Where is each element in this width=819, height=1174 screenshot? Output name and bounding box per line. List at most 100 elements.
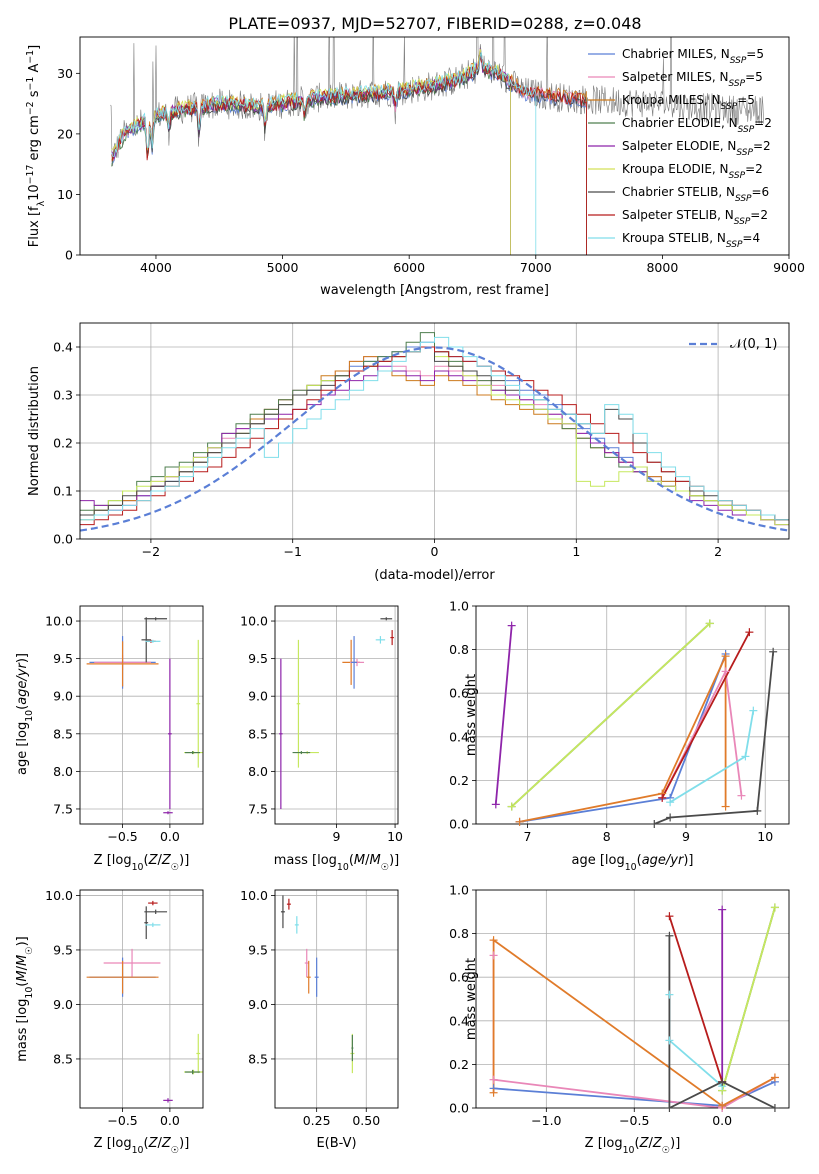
y-tick-label: 10.0 [45, 888, 73, 903]
residual-histogram-step [80, 336, 789, 521]
x-tick-label: 9 [682, 829, 690, 844]
y-tick-label: 7.5 [53, 801, 73, 816]
y-tick-label: 0.0 [449, 817, 469, 832]
x-axis-label: mass [log10(M/M☉)] [274, 853, 400, 873]
mass-weight-line [519, 655, 727, 823]
y-tick-label: 9.0 [53, 689, 73, 704]
x-tick-label: 0.25 [303, 1113, 331, 1128]
x-axis-label: age [log10(age/yr)] [571, 853, 693, 873]
y-tick-label: 0.4 [53, 340, 73, 355]
y-tick-label: 0.8 [449, 642, 469, 657]
legend-label: Kroupa MILES, NSSP=5 [622, 93, 755, 112]
y-axis-label: Normed distribution [27, 366, 42, 496]
axes-age_vs_Z: −0.5 0.0 7.5 8.0 8.5 9.0 9.5 10.0 Z [log10(Z/Z☉)… [15, 605, 204, 873]
model-spectrum-line [142, 53, 587, 255]
model-spectrum-line [111, 52, 587, 255]
plot-area-age_vs_Z [80, 606, 203, 824]
x-axis-label: Z [log10(Z/Z☉)] [94, 1136, 190, 1156]
y-axis-label: mass weight [464, 958, 479, 1040]
normal-distribution-curve [80, 346, 789, 532]
axes-frame [79, 605, 204, 825]
x-axis-label: E(B-V) [316, 1136, 356, 1151]
legend-label: Kroupa ELODIE, NSSP=2 [622, 162, 763, 181]
plot-area-age_vs_mass [275, 606, 398, 824]
legend-label: Salpeter MILES, NSSP=5 [622, 70, 763, 89]
mass-weight-line [653, 651, 775, 824]
legend-label: Salpeter ELODIE, NSSP=2 [622, 139, 771, 158]
x-tick-label: 6000 [393, 260, 425, 275]
plot-area-weight_vs_age [476, 606, 789, 824]
x-tick-label: 0.50 [352, 1113, 380, 1128]
y-tick-label: 9.0 [248, 689, 268, 704]
y-tick-label: 9.0 [248, 997, 268, 1012]
model-spectrum-line [111, 48, 511, 255]
axes-frame [79, 322, 790, 540]
mass-weight-line [492, 938, 776, 1107]
plot-area-residuals [80, 323, 789, 539]
y-tick-label: 9.5 [53, 651, 73, 666]
y-tick-label: 0.3 [53, 388, 73, 403]
x-tick-label: 9000 [773, 260, 805, 275]
y-tick-label: 8.5 [248, 726, 268, 741]
y-tick-label: 8.5 [53, 1051, 73, 1066]
y-tick-label: 9.5 [248, 651, 268, 666]
y-tick-label: 8.5 [248, 1051, 268, 1066]
y-tick-label: 9.5 [53, 942, 73, 957]
mass-weight-line [668, 915, 724, 1083]
y-tick-label: 1.0 [449, 883, 469, 898]
axes-mass_vs_ebv: 0.25 0.50 8.5 9.0 9.5 10.0 E(B-V) [240, 888, 399, 1151]
legend-label: Chabrier MILES, NSSP=5 [622, 47, 764, 66]
x-tick-label: 2 [714, 544, 722, 559]
x-tick-label: 8000 [646, 260, 678, 275]
y-tick-label: 8.0 [53, 764, 73, 779]
mass-weight-line [494, 625, 513, 805]
mass-weight-line [668, 935, 776, 1108]
plot-area-weight_vs_Z [476, 890, 789, 1108]
y-tick-label: 0.8 [449, 926, 469, 941]
y-tick-label: 10.0 [45, 614, 73, 629]
y-axis-label: mass weight [464, 674, 479, 756]
y-tick-label: 0.2 [449, 1057, 469, 1072]
mass-weight-line [661, 668, 743, 799]
y-tick-label: 0.6 [449, 970, 469, 985]
residual-histogram-step [80, 346, 789, 526]
y-tick-label: 0.0 [449, 1101, 469, 1116]
axes-residuals: −2 −1 0 1 2 0.0 0.1 0.2 0.3 0.4 𝒩(0, 1) (data-model… [27, 322, 790, 583]
axes-frame [79, 36, 790, 256]
spectrum-legend: Chabrier MILES, NSSP=5 Salpeter MILES, NS… [588, 47, 772, 250]
y-tick-label: 10.0 [240, 888, 268, 903]
x-tick-label: −0.5 [107, 829, 137, 844]
x-tick-label: 0.0 [160, 1113, 180, 1128]
axes-frame [274, 605, 399, 825]
model-spectrum-line [111, 53, 587, 255]
y-tick-label: 10 [57, 187, 73, 202]
plot-area-mass_vs_Z [80, 890, 203, 1108]
x-tick-label: 1 [572, 544, 580, 559]
figure-title: PLATE=0937, MJD=52707, FIBERID=0288, z=0… [228, 14, 641, 33]
axes-frame [475, 889, 790, 1109]
y-tick-label: 0.1 [53, 484, 73, 499]
axes-age_vs_mass: 9 10 7.5 8.0 8.5 9.0 9.5 10.0 mass [log10(M/M☉)] [240, 605, 403, 873]
y-tick-label: 0.4 [449, 729, 469, 744]
y-tick-label: 9.5 [248, 942, 268, 957]
y-tick-label: 0.6 [449, 686, 469, 701]
x-tick-label: −2 [142, 544, 160, 559]
y-tick-label: 0.0 [53, 532, 73, 547]
x-axis-label: wavelength [Angstrom, rest frame] [320, 283, 549, 298]
y-tick-label: 0.4 [449, 1013, 469, 1028]
legend-label: Chabrier STELIB, NSSP=6 [622, 185, 769, 204]
x-tick-label: 8 [603, 829, 611, 844]
y-tick-label: 7.5 [248, 801, 268, 816]
y-tick-label: 9.0 [53, 997, 73, 1012]
y-tick-label: 0.2 [53, 436, 73, 451]
y-tick-label: 10.0 [240, 614, 268, 629]
x-tick-label: 0 [431, 544, 439, 559]
axes-weight_vs_Z: −1.0 −0.5 0.0 0.0 0.2 0.4 0.6 0.8 1.0 Z [log10(Z/… [449, 883, 790, 1156]
x-axis-label: Z [log10(Z/Z☉)] [585, 1136, 681, 1156]
axes-frame [79, 889, 204, 1109]
x-tick-label: 4000 [140, 260, 172, 275]
axes-frame [274, 889, 399, 1109]
x-axis-label: (data-model)/error [374, 568, 495, 583]
axes-spectrum: 4000 5000 6000 7000 8000 9000 0 10 20 30 Chabrier … [25, 36, 805, 298]
